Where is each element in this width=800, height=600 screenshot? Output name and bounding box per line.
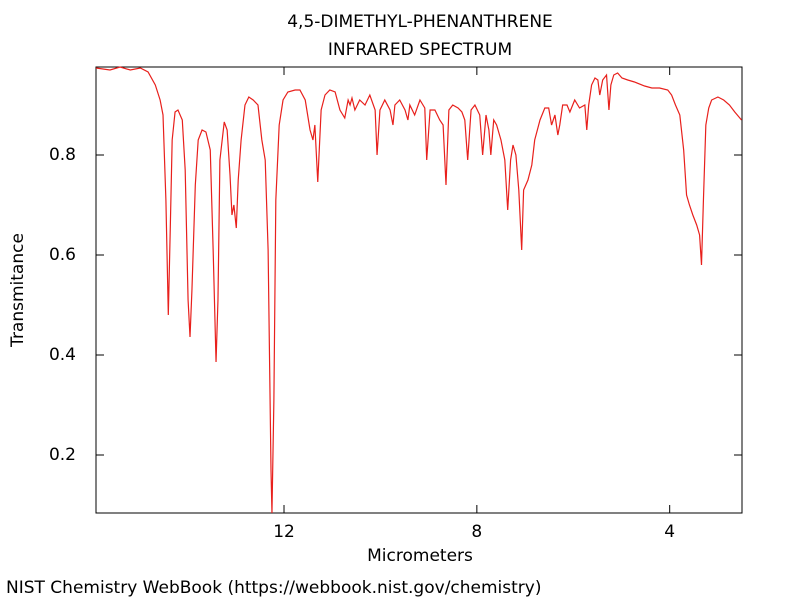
y-tick-label: 0.6 [49, 245, 76, 265]
x-tick-label: 8 [471, 522, 482, 542]
x-tick-label: 4 [664, 522, 675, 542]
y-tick-label: 0.4 [49, 345, 76, 365]
spectrum-line [95, 66, 742, 514]
source-note: NIST Chemistry WebBook (https://webbook.… [6, 578, 541, 598]
plot-frame [95, 66, 743, 514]
x-tick-label: 12 [273, 522, 295, 542]
y-tick-label: 0.2 [49, 445, 76, 465]
x-axis-label: Micrometers [367, 546, 473, 566]
y-axis-label: Transmitance [8, 233, 28, 348]
y-tick-label: 0.8 [49, 145, 76, 165]
chart-subtitle: INFRARED SPECTRUM [328, 40, 512, 60]
chart-title: 4,5-DIMETHYL-PHENANTHRENE [287, 12, 553, 32]
